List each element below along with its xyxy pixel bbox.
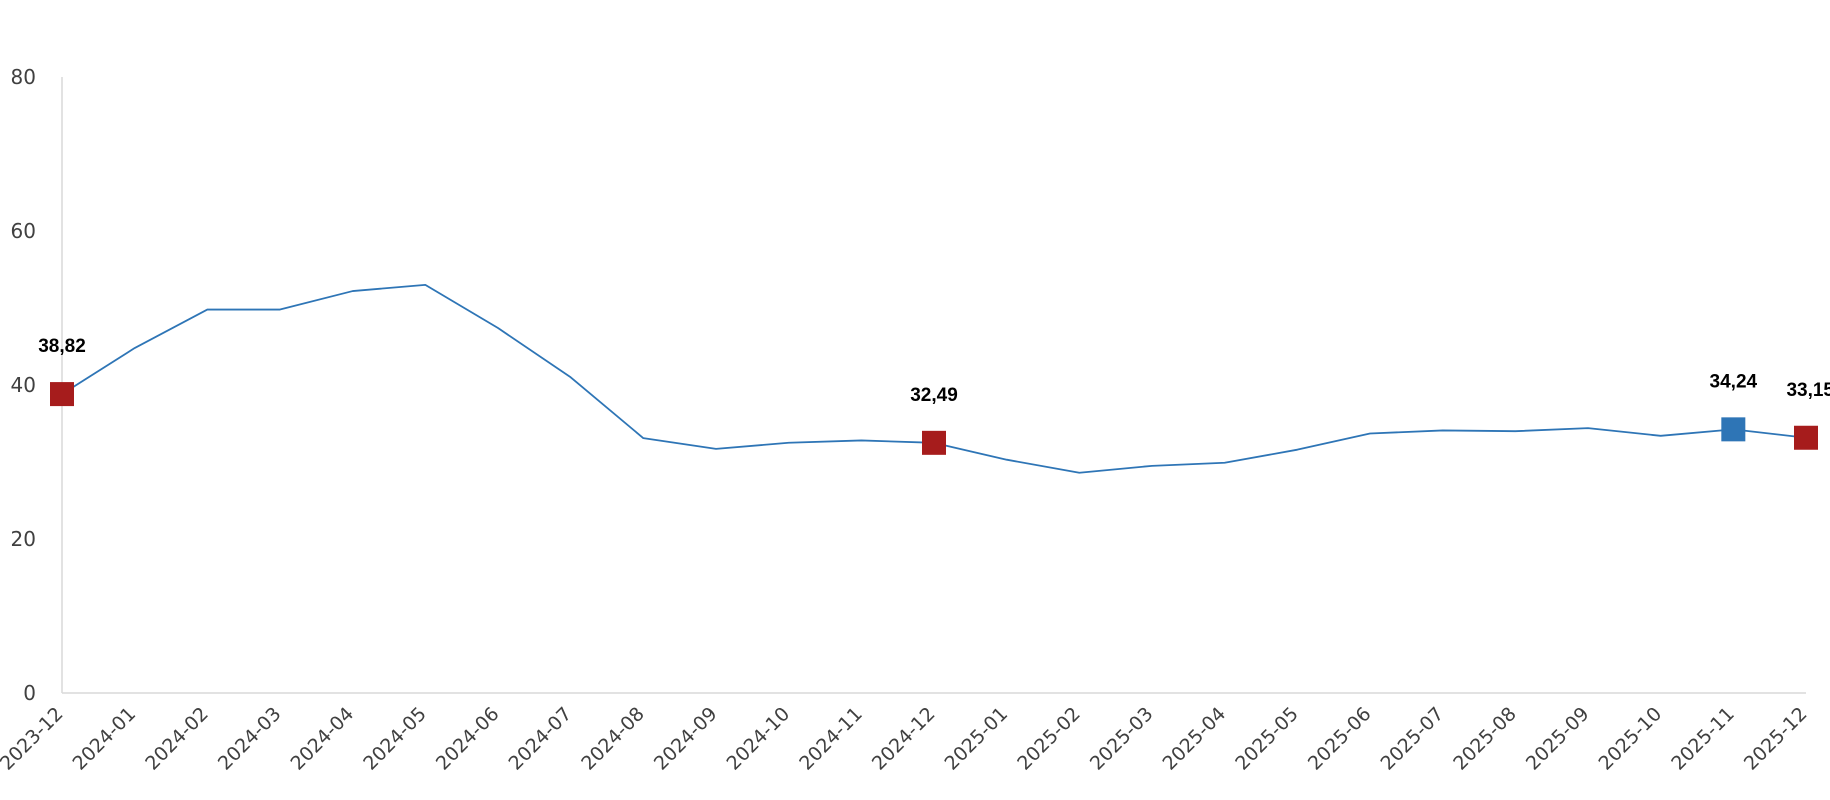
x-tick-label: 2024-03 <box>214 703 286 775</box>
data-labels: 38,82 32,49 34,24 33,15 <box>38 336 1830 406</box>
x-tick-label: 2025-02 <box>1013 703 1085 775</box>
x-tick-label: 2024-07 <box>505 703 577 775</box>
data-label: 38,82 <box>38 336 86 357</box>
data-point-marker <box>50 382 74 407</box>
y-tick-label: 60 <box>11 219 36 243</box>
data-label: 34,24 <box>1710 371 1758 392</box>
x-tick-label: 2025-08 <box>1449 703 1521 775</box>
x-tick-label: 2023-12 <box>0 703 68 775</box>
y-tick-label: 20 <box>11 527 36 551</box>
x-tick-label: 2025-11 <box>1667 703 1739 775</box>
x-tick-label: 2025-06 <box>1304 703 1376 775</box>
y-tick-label: 0 <box>23 681 36 705</box>
x-tick-label: 2024-05 <box>359 703 431 775</box>
x-axis-ticks: 2023-12 2024-01 2024-02 2024-03 2024-04 2024-… <box>0 703 1812 775</box>
x-tick-label: 2024-04 <box>287 703 359 775</box>
data-label: 32,49 <box>910 385 958 406</box>
x-tick-label: 2024-08 <box>577 703 649 775</box>
x-tick-label: 2024-10 <box>723 703 795 775</box>
y-tick-label: 80 <box>11 65 36 89</box>
x-tick-label: 2024-11 <box>795 703 867 775</box>
x-tick-label: 2024-06 <box>432 703 504 775</box>
y-axis-ticks: 0 20 40 60 80 <box>11 65 36 705</box>
x-tick-label: 2025-03 <box>1086 703 1158 775</box>
highlight-markers <box>50 382 1818 455</box>
y-tick-label: 40 <box>11 373 36 397</box>
x-tick-label: 2025-09 <box>1522 703 1594 775</box>
x-tick-label: 2025-07 <box>1377 703 1449 775</box>
data-label: 33,15 <box>1786 380 1830 401</box>
data-point-marker <box>1794 425 1818 450</box>
data-point-marker <box>922 430 946 455</box>
x-tick-label: 2024-02 <box>141 703 213 775</box>
x-tick-label: 2025-04 <box>1159 703 1231 775</box>
x-tick-label: 2024-09 <box>650 703 722 775</box>
x-tick-label: 2025-01 <box>941 703 1013 775</box>
x-tick-label: 2025-05 <box>1231 703 1303 775</box>
x-tick-label: 2024-01 <box>69 703 141 775</box>
x-tick-label: 2025-10 <box>1595 703 1667 775</box>
data-point-marker <box>1721 417 1746 442</box>
x-tick-label: 2024-12 <box>868 703 940 775</box>
x-tick-label: 2025-12 <box>1740 703 1812 775</box>
